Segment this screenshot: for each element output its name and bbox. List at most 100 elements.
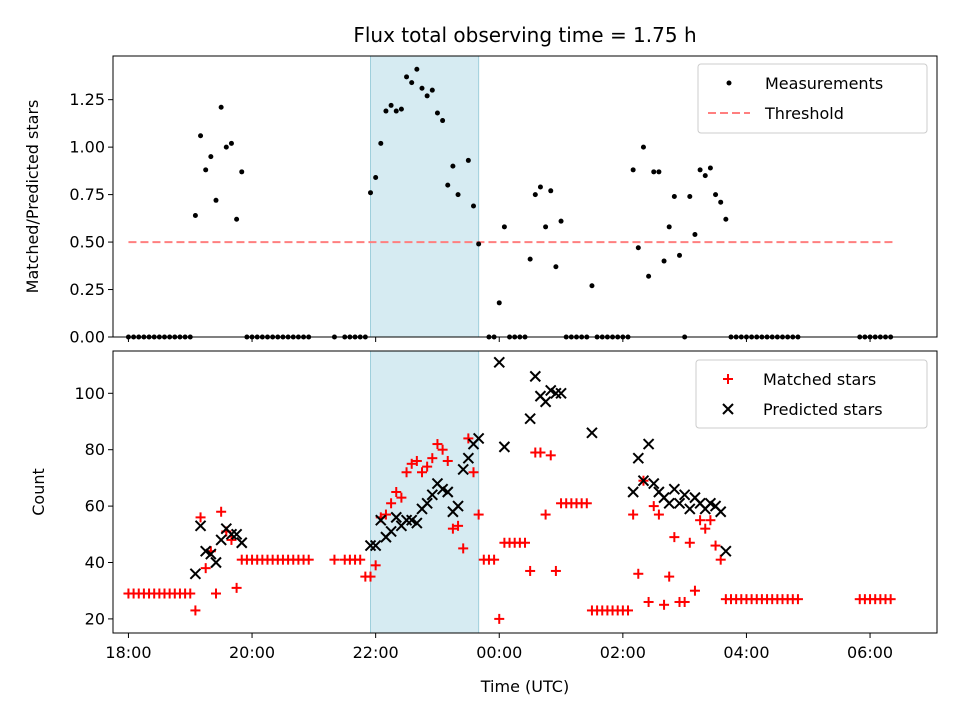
x-stroke-b — [663, 497, 675, 509]
matched-point — [664, 571, 675, 582]
matched-point — [659, 599, 670, 610]
predicted-point — [369, 539, 382, 552]
matched-point — [525, 565, 536, 576]
measurement-point — [656, 169, 662, 175]
measurement-point — [635, 245, 641, 251]
top-ytick-label: 1.00 — [69, 138, 105, 157]
matched-point — [200, 563, 211, 574]
measurement-point — [537, 184, 543, 190]
xtick-label: 18:00 — [105, 643, 151, 662]
bottom-ytick-label: 80 — [85, 440, 105, 459]
measurement-point — [455, 192, 461, 198]
matched-point — [411, 455, 422, 466]
x-stroke-b — [673, 497, 686, 509]
bottom-axis-ticks: 20 40 60 80 100 18:00 20:00 22:00 00:00 02:00 04:0… — [74, 384, 893, 662]
legend-measurements-label: Measurements — [765, 74, 883, 93]
matched-point — [885, 594, 896, 605]
measurement-point — [692, 231, 698, 237]
predicted-point — [684, 503, 696, 515]
x-stroke-b — [220, 522, 233, 535]
x-axis-label: Time (UTC) — [480, 677, 569, 696]
top-plot-frame — [112, 55, 938, 338]
x-stroke-b — [524, 412, 536, 425]
observing-window-shade-top — [370, 55, 480, 338]
predicted-point — [663, 497, 675, 509]
measurement-point — [465, 157, 471, 163]
predicted-point — [426, 489, 439, 501]
x-stroke-b — [653, 486, 665, 498]
predicted-point — [194, 520, 207, 532]
measurement-point — [434, 110, 440, 116]
matched-point — [489, 554, 500, 565]
top-panel: Flux total observing time = 1.75 h 0.000… — [23, 23, 938, 347]
measurement-point — [687, 194, 693, 199]
x-stroke-b — [442, 486, 454, 498]
x-stroke-b — [642, 438, 655, 450]
measurement-point — [558, 218, 564, 224]
xtick-label: 22:00 — [353, 643, 399, 662]
matched-point — [231, 582, 242, 593]
measurement-point — [398, 106, 404, 112]
measurement-point — [707, 165, 713, 171]
predicted-point — [632, 452, 645, 464]
matched-point — [689, 585, 700, 596]
x-stroke-b — [627, 486, 639, 498]
predicted-point — [539, 396, 552, 408]
predicted-point — [673, 497, 686, 509]
measurement-point — [589, 283, 595, 289]
measurement-point — [373, 175, 379, 181]
x-stroke-b — [586, 427, 598, 439]
matched-point — [406, 458, 417, 469]
measurement-point — [388, 102, 394, 108]
matched-point — [545, 450, 556, 461]
x-stroke-b — [375, 514, 387, 526]
x-stroke-b — [704, 497, 717, 509]
matched-point — [386, 498, 397, 509]
x-stroke-b — [431, 477, 444, 490]
legend-plus-glyph — [723, 374, 733, 384]
xtick-label: 04:00 — [723, 643, 769, 662]
predicted-point — [385, 525, 397, 538]
x-stroke-b — [421, 497, 433, 509]
measurement-point — [496, 300, 502, 306]
legend-predicted-marker — [722, 403, 734, 415]
measurement-point — [527, 256, 533, 262]
matched-point — [453, 520, 464, 531]
predicted-point — [421, 497, 433, 509]
measurement-point — [666, 224, 672, 230]
measurement-point — [383, 108, 389, 114]
x-stroke-b — [210, 556, 222, 569]
matched-point — [458, 543, 469, 554]
x-stroke-b — [215, 534, 227, 546]
predicted-point — [390, 511, 402, 524]
predicted-point — [550, 387, 562, 400]
legend-x-glyph — [722, 403, 734, 415]
measurement-point — [404, 74, 410, 80]
measurement-point — [532, 192, 538, 198]
predicted-point — [189, 568, 202, 580]
x-stroke-b — [199, 545, 212, 557]
xtick-label: 20:00 — [229, 643, 275, 662]
x-stroke-b — [689, 491, 701, 504]
measurement-point — [198, 133, 204, 139]
legend-threshold-label: Threshold — [764, 104, 844, 123]
chart-title: Flux total observing time = 1.75 h — [353, 23, 696, 47]
measurement-point — [208, 154, 214, 160]
matched-point — [623, 605, 633, 616]
matched-point — [463, 433, 474, 444]
x-stroke-b — [658, 491, 670, 504]
measurement-point — [671, 194, 677, 199]
x-stroke-b — [684, 503, 696, 515]
measurement-point — [393, 108, 399, 114]
matched-point — [705, 515, 716, 526]
matched-point — [710, 540, 721, 551]
measurement-point — [218, 104, 224, 110]
x-stroke-b — [534, 390, 547, 402]
measurement-point — [677, 252, 682, 258]
measurement-point — [543, 224, 549, 230]
x-stroke-b — [462, 452, 475, 464]
predicted-point — [498, 441, 511, 453]
top-legend-box — [697, 63, 928, 134]
matched-point — [535, 447, 546, 458]
matched-point — [216, 506, 227, 517]
